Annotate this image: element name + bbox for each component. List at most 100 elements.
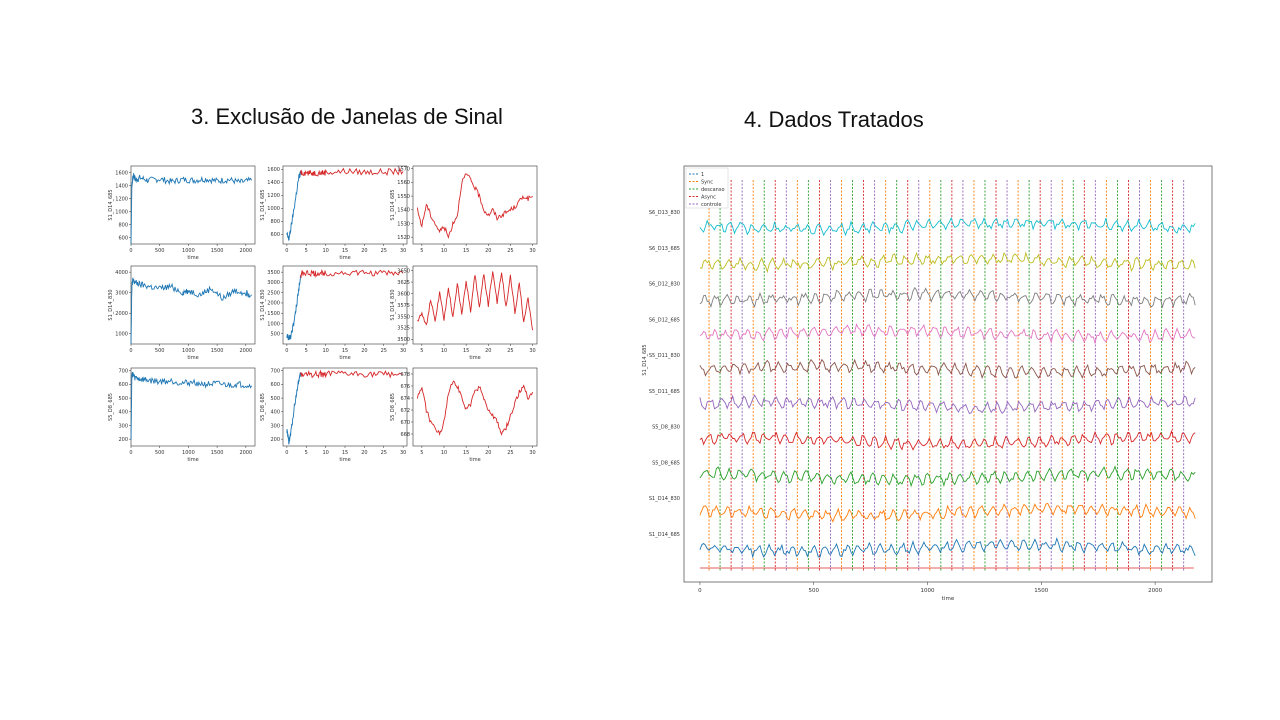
x-tick-label: 500 [808,588,819,594]
y-tick-label: 1600 [115,170,128,176]
x-tick-label: 30 [400,450,406,456]
x-axis-label: time [187,255,198,261]
x-tick-label: 5 [420,450,423,456]
y-tick-label: 700 [270,369,280,375]
x-axis-label: time [339,255,350,261]
y-tick-label: 1400 [267,180,280,186]
x-tick-label: 2000 [239,348,252,354]
x-tick-label: 25 [381,348,387,354]
x-tick-label: 2000 [239,248,252,254]
x-tick-label: 20 [361,248,367,254]
series-line [130,277,252,345]
y-tick-label: 1560 [397,180,410,186]
x-tick-label: 0 [698,588,702,594]
y-tick-label: 1500 [267,311,280,317]
series-line-s6-d13-830 [699,216,1196,237]
x-tick-label: 0 [285,348,288,354]
series-line-plateau [300,269,404,278]
y-tick-label: 1540 [397,208,410,214]
y-tick-label: 670 [400,420,410,426]
y-tick-label: 3650 [397,268,410,274]
y-axis-label: S1_D14_685 [390,189,396,220]
y-tick-label: 400 [118,410,128,416]
x-tick-label: 500 [155,248,165,254]
x-axis-label: time [469,457,480,463]
x-axis-label: time [187,355,198,361]
legend-label: Sync [701,179,713,185]
series-label: S6_D13_830 [649,210,680,216]
x-tick-label: 20 [361,450,367,456]
x-tick-label: 5 [305,348,308,354]
y-tick-label: 300 [118,423,128,429]
y-tick-label: 668 [400,432,410,438]
series-line [130,371,252,440]
x-tick-label: 0 [129,348,132,354]
panel-r2c1: 0 500 1000 1500 2000 1000 2000 3000 4000 time S1_D… [108,265,256,361]
x-tick-label: 15 [463,348,469,354]
series-label: S6_D12_830 [649,282,680,288]
series-line-s5-d11-830 [699,358,1196,380]
series-line-plateau [300,166,404,177]
series-label: S6_D12_685 [649,317,680,323]
x-tick-label: 0 [129,450,132,456]
panel-r2c3: 5 10 15 20 25 30 3500 3525 3550 3575 3600 3625 3650 t… [390,265,538,361]
y-axis-label: S1_D14_685 [108,189,114,220]
x-tick-label: 0 [285,248,288,254]
panel-frame-r1c1 [130,165,256,245]
panel-r3c1: 0 500 1000 1500 2000 200 300 400 500 600 700 time S5… [108,367,256,463]
y-tick-label: 200 [270,437,280,443]
y-tick-label: 600 [270,232,280,238]
y-axis-label: S5_D8_685 [260,393,266,421]
y-tick-label: 1000 [267,321,280,327]
y-tick-label: 500 [118,396,128,402]
y-tick-label: 500 [270,396,280,402]
y-axis-label: S1_D14_685 [260,189,266,220]
x-tick-label: 5 [305,450,308,456]
panel-frame-r1c3 [412,165,538,245]
y-tick-label: 3550 [397,314,410,320]
x-tick-label: 2000 [1148,588,1162,594]
x-tick-label: 25 [381,450,387,456]
y-tick-label: 676 [400,384,410,390]
x-tick-label: 25 [507,248,513,254]
x-tick-label: 30 [529,348,535,354]
x-tick-label: 0 [129,248,132,254]
series-line-s6-d13-685 [699,251,1196,274]
y-tick-label: 3625 [397,280,410,286]
x-tick-label: 30 [529,450,535,456]
series-line-plateau [300,369,404,379]
x-tick-label: 25 [507,348,513,354]
series-label: S1_D14_830 [649,496,680,502]
x-tick-label: 5 [420,348,423,354]
x-tick-label: 1000 [182,348,195,354]
x-tick-label: 1500 [1034,588,1048,594]
y-tick-label: 2500 [267,290,280,296]
y-tick-label: 3500 [397,337,410,343]
y-tick-label: 4000 [115,270,128,276]
left-section-title: 3. Exclusão de Janelas de Sinal [191,104,503,129]
legend-label: Async [701,194,716,200]
y-tick-label: 400 [270,410,280,416]
x-tick-label: 1000 [182,450,195,456]
y-tick-label: 3000 [267,280,280,286]
y-tick-label: 600 [118,382,128,388]
y-tick-label: 674 [400,396,410,402]
x-axis-label: time [187,457,198,463]
x-tick-label: 30 [529,248,535,254]
x-tick-label: 20 [485,348,491,354]
series-line [417,271,534,331]
y-tick-label: 1000 [115,332,128,338]
y-axis-label: S1_D14_830 [108,289,114,320]
series-label: S5_D8_830 [652,425,680,431]
y-tick-label: 3525 [397,326,410,332]
panel-r1c2: 0 5 10 15 20 25 306008001000120014001600timeS1… [260,165,408,261]
series-line-ramp [286,372,302,445]
panel-frame-r3c3 [412,367,538,447]
series-label: S5_D11_830 [649,353,680,359]
panel-frame-r2c2 [282,265,408,345]
y-tick-label: 1200 [115,196,128,202]
x-axis-label: time [942,596,955,602]
legend-frame [685,167,729,209]
y-tick-label: 3000 [115,290,128,296]
